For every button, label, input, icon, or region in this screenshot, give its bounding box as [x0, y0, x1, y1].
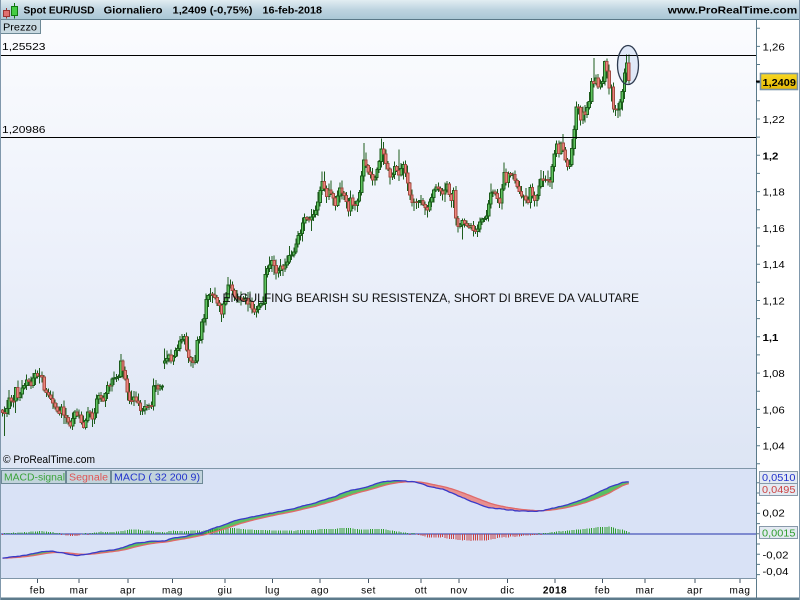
svg-text:MACD-signal: MACD-signal: [4, 473, 65, 484]
svg-text:Segnale: Segnale: [69, 473, 108, 484]
svg-text:ENGULFING BEARISH SU RESISTENZ: ENGULFING BEARISH SU RESISTENZA, SHORT D…: [223, 291, 640, 305]
svg-text:MACD ( 32 200 9): MACD ( 32 200 9): [114, 473, 200, 484]
svg-text:1,2: 1,2: [763, 151, 779, 162]
svg-text:giu: giu: [218, 586, 233, 597]
svg-text:www.ProRealTime.com: www.ProRealTime.com: [667, 6, 798, 17]
svg-text:1,25523: 1,25523: [2, 41, 46, 53]
svg-text:feb: feb: [30, 586, 45, 597]
svg-text:Giornaliero: Giornaliero: [104, 6, 163, 17]
svg-text:-0,02: -0,02: [763, 551, 789, 562]
svg-text:1,16: 1,16: [763, 224, 786, 235]
svg-text:set: set: [361, 586, 376, 597]
svg-text:0,0015: 0,0015: [762, 529, 796, 540]
svg-text:0,0510: 0,0510: [762, 473, 796, 484]
svg-text:mag: mag: [162, 586, 183, 597]
svg-text:mar: mar: [636, 586, 655, 597]
svg-text:-0,04: -0,04: [763, 567, 789, 578]
svg-text:0,0495: 0,0495: [762, 485, 796, 496]
svg-text:2018: 2018: [543, 586, 567, 597]
svg-text:1,18: 1,18: [763, 188, 786, 199]
svg-text:feb: feb: [595, 586, 610, 597]
svg-text:ago: ago: [311, 586, 329, 597]
svg-text:© ProRealTime.com: © ProRealTime.com: [3, 454, 95, 466]
svg-text:mar: mar: [70, 586, 89, 597]
svg-text:apr: apr: [120, 586, 136, 597]
svg-text:0,02: 0,02: [763, 509, 786, 520]
svg-text:1,2409: 1,2409: [763, 77, 797, 89]
svg-text:1,20986: 1,20986: [2, 124, 46, 136]
svg-text:lug: lug: [265, 586, 280, 597]
svg-text:ott: ott: [415, 586, 428, 597]
svg-text:dic: dic: [500, 586, 514, 597]
svg-text:1,14: 1,14: [763, 260, 786, 271]
svg-text:nov: nov: [450, 586, 468, 597]
svg-text:1,12: 1,12: [763, 297, 786, 308]
svg-text:1,06: 1,06: [763, 405, 786, 416]
svg-text:1,08: 1,08: [763, 369, 786, 380]
svg-text:1,04: 1,04: [763, 442, 786, 453]
svg-text:1,26: 1,26: [763, 42, 786, 53]
svg-text:Spot EUR/USD: Spot EUR/USD: [24, 6, 95, 17]
svg-text:mag: mag: [730, 586, 751, 597]
svg-text:Prezzo: Prezzo: [3, 23, 37, 34]
svg-text:16-feb-2018: 16-feb-2018: [263, 6, 323, 17]
svg-text:1,22: 1,22: [763, 115, 786, 126]
svg-text:apr: apr: [687, 586, 703, 597]
svg-text:1,1: 1,1: [763, 333, 779, 344]
svg-text:1,2409 (-0,75%): 1,2409 (-0,75%): [173, 6, 253, 17]
